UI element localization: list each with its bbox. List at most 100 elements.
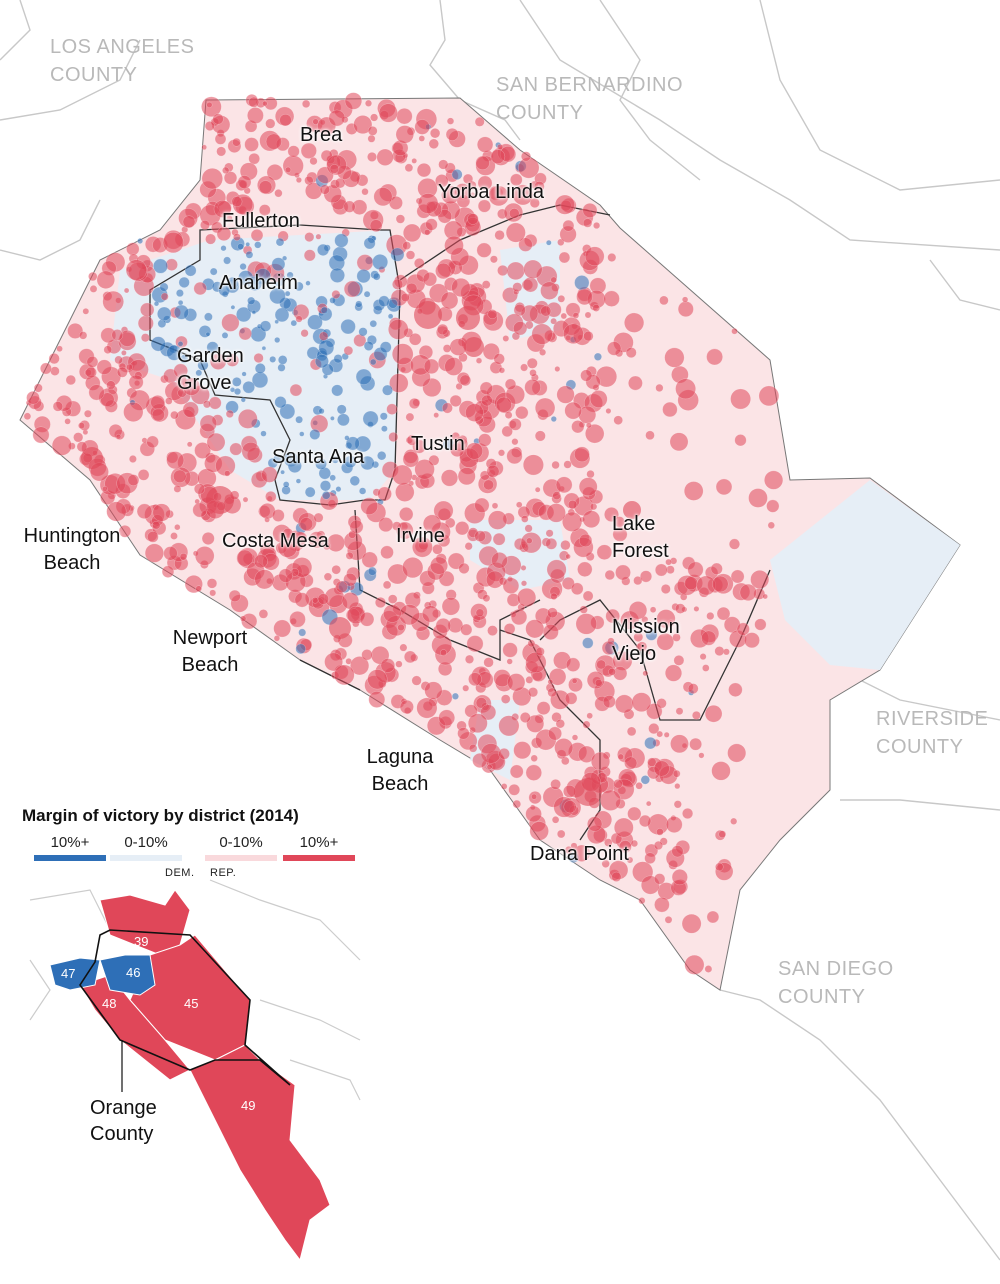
precinct-bubble-dem (388, 298, 398, 309)
precinct-bubble-rep (481, 280, 491, 289)
precinct-bubble-rep (552, 491, 562, 500)
precinct-bubble-dem (309, 428, 321, 440)
precinct-bubble-dem (177, 299, 184, 306)
precinct-bubble-rep (758, 385, 780, 407)
precinct-bubble-rep (706, 910, 720, 924)
precinct-bubble-rep (449, 394, 462, 407)
precinct-bubble-rep (73, 432, 84, 443)
precinct-bubble-rep (253, 352, 264, 364)
precinct-bubble-rep (146, 435, 159, 449)
precinct-bubble-rep (248, 96, 260, 108)
precinct-bubble-rep (645, 800, 652, 807)
precinct-bubble-rep (510, 608, 528, 626)
precinct-bubble-rep (592, 304, 601, 312)
precinct-bubble-dem (178, 276, 190, 288)
precinct-bubble-rep (511, 438, 519, 446)
precinct-bubble-rep (624, 312, 645, 333)
precinct-bubble-rep (406, 434, 418, 446)
precinct-bubble-rep (229, 442, 243, 456)
precinct-bubble-rep (477, 175, 493, 191)
precinct-bubble-rep (656, 633, 675, 651)
precinct-bubble-rep (699, 653, 707, 661)
precinct-bubble-rep (506, 658, 513, 665)
precinct-bubble-rep (205, 233, 217, 245)
precinct-bubble-rep (103, 345, 113, 354)
precinct-bubble-rep (395, 482, 415, 502)
precinct-bubble-rep (201, 167, 223, 190)
precinct-bubble-rep (613, 415, 623, 425)
precinct-bubble-rep (464, 542, 473, 551)
city-label-dana-point: Dana Point (530, 843, 629, 865)
precinct-bubble-rep (364, 99, 373, 107)
precinct-bubble-dem (644, 736, 657, 750)
precinct-bubble-rep (623, 501, 641, 519)
precinct-bubble-rep (526, 357, 538, 369)
precinct-bubble-rep (299, 517, 314, 531)
precinct-bubble-dem (362, 410, 379, 427)
precinct-bubble-rep (222, 166, 230, 175)
precinct-bubble-rep (433, 412, 440, 418)
precinct-bubble-dem (387, 313, 394, 320)
precinct-bubble-rep (501, 425, 513, 438)
precinct-bubble-rep (121, 350, 127, 356)
precinct-bubble-rep (526, 714, 545, 733)
inset-district-number-46: 46 (126, 965, 141, 980)
precinct-bubble-rep (89, 285, 98, 293)
precinct-bubble-rep (633, 632, 644, 642)
precinct-bubble-rep (493, 353, 505, 365)
precinct-bubble-rep (618, 840, 632, 854)
precinct-bubble-rep (677, 301, 694, 318)
precinct-bubble-rep (596, 544, 613, 560)
precinct-bubble-rep (300, 329, 309, 338)
precinct-bubble-rep (550, 276, 557, 284)
precinct-bubble-rep (706, 611, 715, 621)
precinct-bubble-dem (157, 306, 172, 322)
precinct-bubble-rep (626, 856, 634, 864)
precinct-bubble-rep (323, 572, 333, 581)
city-label-mission-viejo: Mission Viejo (612, 616, 680, 665)
county-border-riverside-sd (840, 799, 1000, 811)
precinct-bubble-dem (360, 455, 375, 471)
precinct-bubble-rep (602, 695, 616, 709)
precinct-bubble-rep (475, 357, 483, 364)
precinct-bubble-rep (687, 683, 699, 694)
precinct-bubble-rep (96, 270, 115, 289)
precinct-bubble-dem (177, 341, 184, 347)
precinct-bubble-rep (498, 748, 510, 760)
precinct-bubble-rep (383, 604, 402, 623)
precinct-bubble-rep (151, 408, 165, 422)
district-boundary-45-49b (539, 569, 771, 721)
precinct-bubble-rep (654, 563, 668, 577)
county-border-sb-riv (599, 0, 701, 181)
precinct-bubble-rep (522, 277, 539, 293)
precinct-bubble-rep (367, 134, 376, 143)
precinct-bubble-rep (704, 965, 713, 973)
precinct-bubble-rep (442, 344, 452, 353)
precinct-bubble-rep (486, 763, 493, 770)
precinct-bubble-dem (280, 469, 285, 475)
precinct-bubble-dem (330, 416, 335, 421)
precinct-bubble-rep (128, 374, 144, 390)
inset-context-line-a (29, 889, 111, 931)
precinct-bubble-rep (367, 151, 377, 162)
precinct-bubble-dem (345, 436, 360, 451)
precinct-bubble-dem (331, 384, 344, 397)
precinct-bubble-rep (615, 564, 631, 581)
precinct-bubble-rep (215, 455, 236, 476)
city-label-garden-grove: Garden Grove (177, 345, 244, 394)
precinct-bubble-dem (319, 480, 332, 492)
precinct-bubble-dem (286, 271, 294, 279)
precinct-bubble-rep (236, 549, 254, 567)
precinct-bubble-rep (175, 374, 188, 386)
precinct-bubble-rep (526, 537, 533, 545)
precinct-bubble-rep (433, 500, 454, 521)
precinct-bubble-rep (586, 469, 595, 479)
precinct-bubble-dem (251, 309, 257, 315)
precinct-bubble-rep (698, 752, 705, 759)
precinct-bubble-rep (519, 712, 531, 723)
precinct-bubble-rep (687, 561, 704, 578)
precinct-bubble-dem (344, 435, 350, 441)
precinct-bubble-rep (459, 374, 472, 387)
precinct-bubble-rep (151, 520, 161, 530)
precinct-bubble-rep (728, 682, 743, 697)
